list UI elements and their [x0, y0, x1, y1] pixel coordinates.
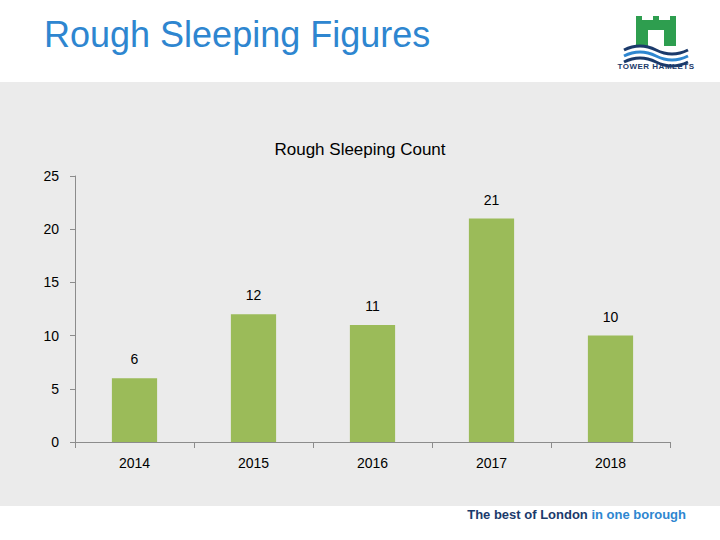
- svg-text:2017: 2017: [476, 455, 507, 471]
- svg-text:2015: 2015: [238, 455, 269, 471]
- svg-text:Rough Sleeping Count: Rough Sleeping Count: [274, 140, 445, 159]
- svg-text:15: 15: [43, 274, 59, 290]
- svg-text:11: 11: [365, 298, 380, 314]
- svg-text:0: 0: [51, 434, 59, 450]
- html-text:TOWER HAMLETS: TOWER HAMLETS: [617, 62, 695, 71]
- svg-text:5: 5: [51, 381, 59, 397]
- html-text:Rough Sleeping Figures: Rough Sleeping Figures: [44, 14, 431, 55]
- svg-text:10: 10: [43, 328, 59, 344]
- svg-text:20: 20: [43, 221, 59, 237]
- svg-text:6: 6: [131, 351, 139, 367]
- svg-text:2014: 2014: [119, 455, 150, 471]
- svg-text:12: 12: [246, 287, 262, 303]
- html-text:The best of London in one boro: The best of London in one borough: [467, 507, 686, 522]
- svg-text:10: 10: [603, 309, 619, 325]
- svg-text:2018: 2018: [595, 455, 626, 471]
- svg-text:25: 25: [43, 168, 59, 184]
- svg-text:2016: 2016: [357, 455, 388, 471]
- svg-text:21: 21: [484, 192, 500, 208]
